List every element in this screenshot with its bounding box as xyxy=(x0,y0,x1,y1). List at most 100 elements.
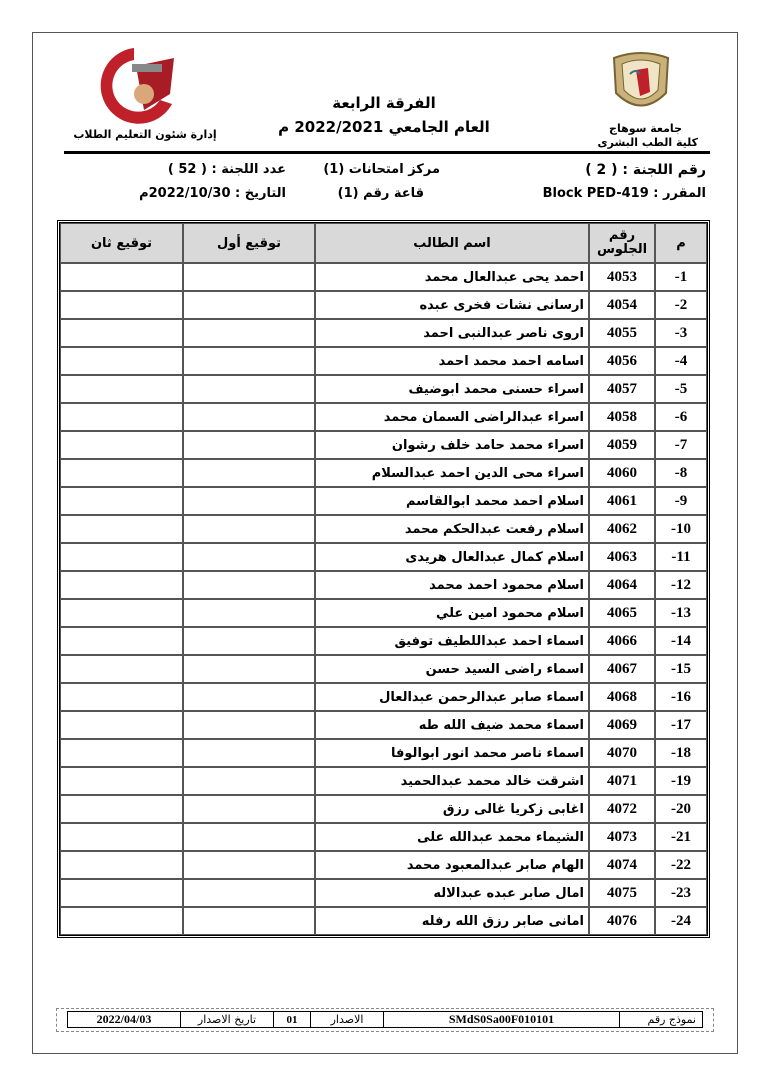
signature-1-cell[interactable] xyxy=(183,431,315,459)
row-index: 17- xyxy=(655,711,707,739)
signature-2-cell[interactable] xyxy=(60,319,183,347)
table-row: 18- 4070 اسماء ناصر محمد انور ابوالوفا xyxy=(60,739,707,767)
row-index: 12- xyxy=(655,571,707,599)
students-table: م رقم الجلوس اسم الطالب توقيع أول توقيع … xyxy=(57,220,710,938)
row-index: 6- xyxy=(655,403,707,431)
signature-1-cell[interactable] xyxy=(183,907,315,935)
signature-1-cell[interactable] xyxy=(183,291,315,319)
table-row: 14- 4066 اسماء احمد عبداللطيف توفيق xyxy=(60,627,707,655)
signature-2-cell[interactable] xyxy=(60,907,183,935)
signature-2-cell[interactable] xyxy=(60,543,183,571)
student-name: اغابى زكريا غالى رزق xyxy=(315,795,589,823)
row-index: 3- xyxy=(655,319,707,347)
signature-2-cell[interactable] xyxy=(60,655,183,683)
table-row: 17- 4069 اسماء محمد ضيف الله طه xyxy=(60,711,707,739)
student-name: اسراء حسنى محمد ابوضيف xyxy=(315,375,589,403)
seat-number: 4064 xyxy=(589,571,655,599)
row-index: 15- xyxy=(655,655,707,683)
signature-1-cell[interactable] xyxy=(183,515,315,543)
signature-1-cell[interactable] xyxy=(183,459,315,487)
table-row: 11- 4063 اسلام كمال عبدالعال هريدى xyxy=(60,543,707,571)
table-row: 23- 4075 امال صابر عبده عبدالاله xyxy=(60,879,707,907)
col-index-header: م xyxy=(655,223,707,263)
signature-2-cell[interactable] xyxy=(60,459,183,487)
issue-date: 2022/04/03 xyxy=(67,1011,181,1028)
signature-2-cell[interactable] xyxy=(60,487,183,515)
table-row: 13- 4065 اسلام محمود امين علي xyxy=(60,599,707,627)
signature-2-cell[interactable] xyxy=(60,599,183,627)
signature-1-cell[interactable] xyxy=(183,711,315,739)
table-row: 7- 4059 اسراء محمد حامد خلف رشوان xyxy=(60,431,707,459)
student-name: ارسانى نشات فخرى عبده xyxy=(315,291,589,319)
signature-2-cell[interactable] xyxy=(60,431,183,459)
signature-1-cell[interactable] xyxy=(183,263,315,291)
signature-1-cell[interactable] xyxy=(183,683,315,711)
signature-1-cell[interactable] xyxy=(183,767,315,795)
row-index: 23- xyxy=(655,879,707,907)
form-footer: نموذج رقم SMdS0Sa00F010101 الاصدار 01 تا… xyxy=(56,1008,714,1032)
signature-2-cell[interactable] xyxy=(60,291,183,319)
table-row: 6- 4058 اسراء عبدالراضى السمان محمد xyxy=(60,403,707,431)
row-index: 20- xyxy=(655,795,707,823)
signature-1-cell[interactable] xyxy=(183,823,315,851)
signature-2-cell[interactable] xyxy=(60,627,183,655)
seat-number: 4053 xyxy=(589,263,655,291)
signature-1-cell[interactable] xyxy=(183,487,315,515)
signature-1-cell[interactable] xyxy=(183,795,315,823)
seat-number: 4055 xyxy=(589,319,655,347)
academic-year: العام الجامعي 2022/2021 م xyxy=(278,118,490,136)
table-row: 5- 4057 اسراء حسنى محمد ابوضيف xyxy=(60,375,707,403)
table-row: 20- 4072 اغابى زكريا غالى رزق xyxy=(60,795,707,823)
signature-1-cell[interactable] xyxy=(183,879,315,907)
seat-number: 4062 xyxy=(589,515,655,543)
signature-1-cell[interactable] xyxy=(183,571,315,599)
seat-number: 4074 xyxy=(589,851,655,879)
row-index: 4- xyxy=(655,347,707,375)
committee-number: رقم اللجنة : ( 2 ) xyxy=(585,162,706,178)
student-name: اسماء صابر عبدالرحمن عبدالعال xyxy=(315,683,589,711)
signature-1-cell[interactable] xyxy=(183,347,315,375)
signature-1-cell[interactable] xyxy=(183,375,315,403)
seat-number: 4063 xyxy=(589,543,655,571)
row-index: 11- xyxy=(655,543,707,571)
seat-number: 4060 xyxy=(589,459,655,487)
signature-1-cell[interactable] xyxy=(183,739,315,767)
seat-number: 4071 xyxy=(589,767,655,795)
signature-1-cell[interactable] xyxy=(183,627,315,655)
student-name: اسماء احمد عبداللطيف توفيق xyxy=(315,627,589,655)
signature-2-cell[interactable] xyxy=(60,263,183,291)
row-index: 16- xyxy=(655,683,707,711)
signature-2-cell[interactable] xyxy=(60,515,183,543)
seat-number: 4067 xyxy=(589,655,655,683)
student-name: اسامه احمد محمد احمد xyxy=(315,347,589,375)
signature-2-cell[interactable] xyxy=(60,347,183,375)
table-row: 21- 4073 الشيماء محمد عبدالله على xyxy=(60,823,707,851)
student-name: امانى صابر رزق الله رفله xyxy=(315,907,589,935)
signature-1-cell[interactable] xyxy=(183,543,315,571)
university-name: جامعة سوهاج xyxy=(609,122,682,135)
signature-2-cell[interactable] xyxy=(60,375,183,403)
student-name: امال صابر عبده عبدالاله xyxy=(315,879,589,907)
signature-1-cell[interactable] xyxy=(183,851,315,879)
signature-2-cell[interactable] xyxy=(60,795,183,823)
signature-2-cell[interactable] xyxy=(60,403,183,431)
signature-2-cell[interactable] xyxy=(60,851,183,879)
student-name: الهام صابر عبدالمعبود محمد xyxy=(315,851,589,879)
seat-number: 4075 xyxy=(589,879,655,907)
signature-2-cell[interactable] xyxy=(60,571,183,599)
signature-2-cell[interactable] xyxy=(60,711,183,739)
student-name: اشرقت خالد محمد عبدالحميد xyxy=(315,767,589,795)
signature-1-cell[interactable] xyxy=(183,319,315,347)
signature-2-cell[interactable] xyxy=(60,879,183,907)
signature-1-cell[interactable] xyxy=(183,403,315,431)
signature-2-cell[interactable] xyxy=(60,767,183,795)
table-row: 2- 4054 ارسانى نشات فخرى عبده xyxy=(60,291,707,319)
faculty-name: كلية الطب البشرى xyxy=(597,136,698,149)
university-seal-logo xyxy=(612,52,670,107)
signature-1-cell[interactable] xyxy=(183,655,315,683)
year-level: الفرقة الرابعة xyxy=(332,94,436,112)
signature-2-cell[interactable] xyxy=(60,683,183,711)
signature-1-cell[interactable] xyxy=(183,599,315,627)
signature-2-cell[interactable] xyxy=(60,823,183,851)
signature-2-cell[interactable] xyxy=(60,739,183,767)
